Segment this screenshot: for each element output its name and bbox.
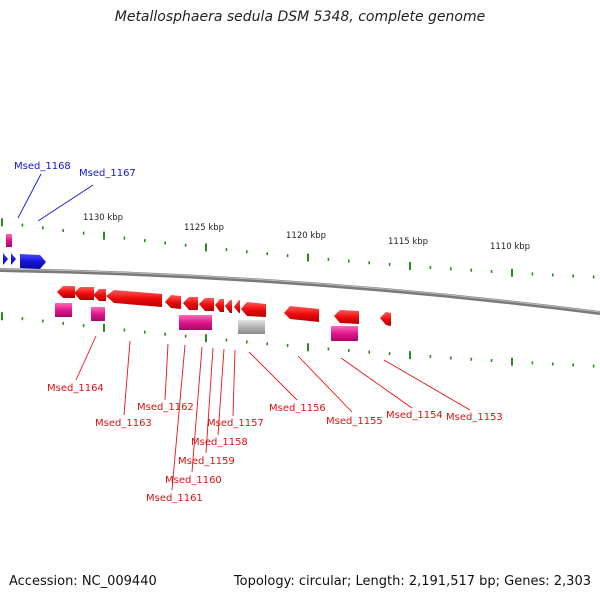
scale-label-1120: 1120 kbp bbox=[286, 231, 326, 241]
gene-label-msed-1155: Msed_1155 bbox=[326, 416, 383, 427]
scale-label-1115: 1115 kbp bbox=[388, 237, 428, 247]
reverse-gene bbox=[225, 300, 232, 313]
gene-label-msed-1154: Msed_1154 bbox=[386, 410, 443, 421]
genome-backbone bbox=[0, 268, 600, 315]
reverse-gene bbox=[380, 312, 391, 326]
inner-scale-ticks bbox=[1, 312, 595, 368]
forward-gene-labels: Msed_1168 Msed_1167 bbox=[14, 161, 136, 179]
scale-label-1125: 1125 kbp bbox=[184, 223, 224, 233]
reverse-gene bbox=[183, 297, 198, 310]
rna-feature bbox=[331, 326, 358, 341]
forward-strand-features bbox=[3, 234, 46, 269]
gene-label-msed-1156: Msed_1156 bbox=[269, 403, 326, 414]
gene-label-msed-1167: Msed_1167 bbox=[79, 168, 136, 179]
forward-gene-arrow bbox=[11, 253, 16, 265]
gene-label-msed-1162: Msed_1162 bbox=[137, 402, 194, 413]
reverse-gene bbox=[284, 306, 319, 322]
gene-label-msed-1160: Msed_1160 bbox=[165, 475, 222, 486]
gene-label-msed-1164: Msed_1164 bbox=[47, 383, 104, 394]
reverse-gene bbox=[165, 295, 181, 309]
gene-label-msed-1157: Msed_1157 bbox=[207, 418, 264, 429]
forward-gene-msed-1167 bbox=[20, 254, 46, 269]
gene-label-msed-1158: Msed_1158 bbox=[191, 437, 248, 448]
rna-feature bbox=[55, 303, 72, 317]
reverse-gene-labels: Msed_1164 Msed_1163 Msed_1162 Msed_1161 … bbox=[47, 383, 503, 504]
gene-label-msed-1163: Msed_1163 bbox=[95, 418, 152, 429]
accession-label: Accession: NC_009440 bbox=[9, 574, 157, 589]
rna-feature bbox=[179, 315, 212, 330]
gene-label-msed-1159: Msed_1159 bbox=[178, 456, 235, 467]
reverse-leader-lines bbox=[75, 335, 471, 491]
reverse-gene bbox=[74, 287, 94, 300]
rna-feature bbox=[91, 307, 105, 321]
gene-label-msed-1168: Msed_1168 bbox=[14, 161, 71, 172]
reverse-gene bbox=[93, 289, 106, 301]
reverse-gene bbox=[234, 300, 240, 313]
scale-label-1130: 1130 kbp bbox=[83, 213, 123, 223]
genome-backbone-highlight bbox=[0, 268, 600, 313]
rna-feature-small bbox=[6, 234, 12, 247]
pseudogene-feature bbox=[238, 320, 265, 334]
reverse-gene bbox=[57, 286, 75, 298]
reverse-gene bbox=[215, 299, 224, 312]
map-title: Metallosphaera sedula DSM 5348, complete… bbox=[114, 9, 486, 25]
scale-label-1110: 1110 kbp bbox=[490, 242, 530, 252]
reverse-gene bbox=[334, 310, 359, 324]
outer-scale-ticks bbox=[1, 218, 595, 279]
gene-label-msed-1153: Msed_1153 bbox=[446, 412, 503, 423]
reverse-strand-features bbox=[57, 286, 391, 326]
forward-gene-arrow bbox=[3, 253, 8, 265]
reverse-gene bbox=[106, 290, 162, 307]
gene-label-msed-1161: Msed_1161 bbox=[146, 493, 203, 504]
reverse-gene bbox=[241, 302, 266, 317]
reverse-gene bbox=[199, 298, 214, 311]
genome-stats-label: Topology: circular; Length: 2,191,517 bp… bbox=[233, 574, 591, 589]
forward-leader-lines bbox=[17, 173, 94, 222]
inner-track-features bbox=[55, 303, 358, 341]
